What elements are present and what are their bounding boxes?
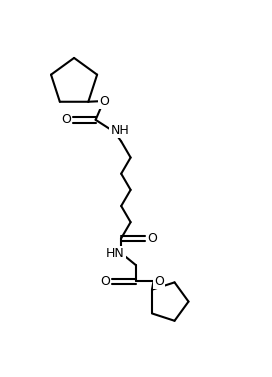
Text: O: O [100, 275, 110, 288]
Text: NH: NH [110, 124, 129, 137]
Text: O: O [99, 95, 109, 107]
Text: HN: HN [106, 247, 125, 260]
Text: O: O [61, 113, 71, 126]
Text: O: O [147, 232, 157, 245]
Text: O: O [154, 275, 164, 288]
